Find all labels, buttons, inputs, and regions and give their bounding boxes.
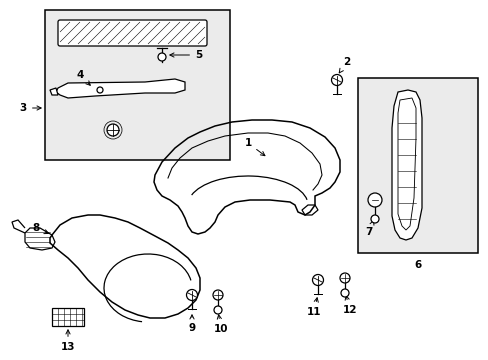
Circle shape — [214, 306, 222, 314]
FancyBboxPatch shape — [58, 20, 206, 46]
Text: 7: 7 — [365, 221, 373, 237]
Text: 6: 6 — [413, 260, 421, 270]
Circle shape — [340, 289, 348, 297]
Circle shape — [213, 290, 223, 300]
Circle shape — [158, 53, 165, 61]
Text: 11: 11 — [306, 298, 321, 317]
Bar — [45, 10, 229, 160]
Text: 9: 9 — [188, 315, 195, 333]
Circle shape — [186, 289, 197, 301]
Text: 4: 4 — [76, 70, 90, 85]
Text: 5: 5 — [169, 50, 202, 60]
Polygon shape — [50, 88, 58, 95]
Circle shape — [312, 274, 323, 285]
Text: 1: 1 — [244, 138, 264, 156]
Text: 2: 2 — [339, 57, 350, 73]
Circle shape — [339, 273, 349, 283]
Circle shape — [97, 87, 103, 93]
Polygon shape — [391, 90, 421, 240]
Text: 12: 12 — [342, 296, 357, 315]
Circle shape — [367, 193, 381, 207]
Text: 8: 8 — [33, 223, 48, 234]
Polygon shape — [56, 79, 184, 98]
Circle shape — [107, 124, 119, 136]
Bar — [357, 78, 477, 253]
Text: 13: 13 — [61, 330, 75, 352]
Bar — [52, 308, 84, 326]
Text: 10: 10 — [213, 315, 228, 334]
Circle shape — [331, 75, 342, 85]
Circle shape — [370, 215, 378, 223]
Text: 3: 3 — [20, 103, 41, 113]
